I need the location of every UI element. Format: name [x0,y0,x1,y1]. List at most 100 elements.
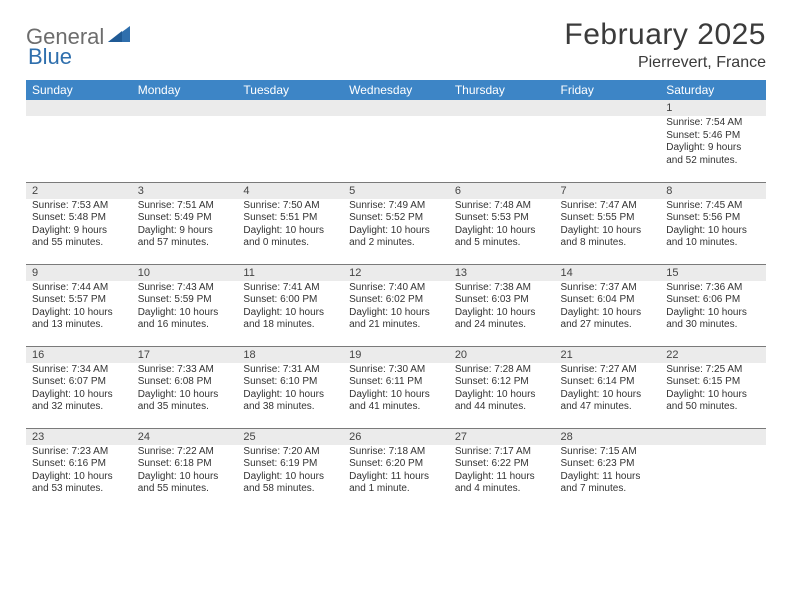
sunrise-line: Sunrise: 7:30 AM [349,364,443,377]
sunrise-line: Sunrise: 7:17 AM [455,446,549,459]
calendar-day-cell: 12Sunrise: 7:40 AMSunset: 6:02 PMDayligh… [343,264,449,346]
day-number [660,429,766,445]
daylight-line: Daylight: 10 hours and 13 minutes. [32,307,126,332]
day-number: 23 [26,429,132,445]
day-details: Sunrise: 7:17 AMSunset: 6:22 PMDaylight:… [449,445,555,498]
sunrise-line: Sunrise: 7:33 AM [138,364,232,377]
sunset-line: Sunset: 6:03 PM [455,294,549,307]
daylight-line: Daylight: 10 hours and 18 minutes. [243,307,337,332]
calendar-day-cell: 20Sunrise: 7:28 AMSunset: 6:12 PMDayligh… [449,346,555,428]
sunrise-line: Sunrise: 7:36 AM [666,282,760,295]
weekday-header: Thursday [449,80,555,100]
calendar-week-row: 1Sunrise: 7:54 AMSunset: 5:46 PMDaylight… [26,100,766,182]
sunset-line: Sunset: 6:12 PM [455,376,549,389]
day-number [555,100,661,116]
sunrise-line: Sunrise: 7:50 AM [243,200,337,213]
calendar-day-cell: 26Sunrise: 7:18 AMSunset: 6:20 PMDayligh… [343,428,449,510]
daylight-line: Daylight: 10 hours and 5 minutes. [455,225,549,250]
day-number: 3 [132,183,238,199]
day-details: Sunrise: 7:49 AMSunset: 5:52 PMDaylight:… [343,199,449,252]
calendar-day-cell: 6Sunrise: 7:48 AMSunset: 5:53 PMDaylight… [449,182,555,264]
day-number [26,100,132,116]
sunrise-line: Sunrise: 7:40 AM [349,282,443,295]
day-number: 1 [660,100,766,116]
sunset-line: Sunset: 5:48 PM [32,212,126,225]
sunset-line: Sunset: 5:53 PM [455,212,549,225]
sunrise-line: Sunrise: 7:54 AM [666,117,760,130]
day-number: 13 [449,265,555,281]
brand-word-blue: Blue [28,44,72,69]
daylight-line: Daylight: 10 hours and 41 minutes. [349,389,443,414]
calendar-day-cell: 3Sunrise: 7:51 AMSunset: 5:49 PMDaylight… [132,182,238,264]
calendar-day-cell [237,100,343,182]
daylight-line: Daylight: 10 hours and 44 minutes. [455,389,549,414]
day-details: Sunrise: 7:33 AMSunset: 6:08 PMDaylight:… [132,363,238,416]
sunset-line: Sunset: 6:07 PM [32,376,126,389]
day-number: 17 [132,347,238,363]
calendar-week-row: 2Sunrise: 7:53 AMSunset: 5:48 PM Daylight… [26,182,766,264]
location-label: Pierrevert, France [564,54,766,72]
sunrise-line: Sunrise: 7:49 AM [349,200,443,213]
daylight-line: Daylight: 9 hours and 57 minutes. [138,225,232,250]
sunset-line: Sunset: 6:08 PM [138,376,232,389]
calendar-week-row: 16Sunrise: 7:34 AMSunset: 6:07 PMDayligh… [26,346,766,428]
header-row: General February 2025 Pierrevert, France [26,18,766,72]
calendar-day-cell: 10Sunrise: 7:43 AMSunset: 5:59 PMDayligh… [132,264,238,346]
daylight-line: Daylight: 11 hours and 1 minute. [349,471,443,496]
day-details: Sunrise: 7:51 AMSunset: 5:49 PMDaylight:… [132,199,238,252]
sunrise-line: Sunrise: 7:27 AM [561,364,655,377]
sunrise-line: Sunrise: 7:53 AM [32,200,126,213]
calendar-day-cell: 16Sunrise: 7:34 AMSunset: 6:07 PMDayligh… [26,346,132,428]
day-number: 9 [26,265,132,281]
day-details: Sunrise: 7:50 AMSunset: 5:51 PMDaylight:… [237,199,343,252]
calendar-day-cell: 18Sunrise: 7:31 AMSunset: 6:10 PMDayligh… [237,346,343,428]
day-number: 21 [555,347,661,363]
calendar-day-cell [132,100,238,182]
sunset-line: Sunset: 6:23 PM [561,458,655,471]
day-number: 2 [26,183,132,199]
sunrise-line: Sunrise: 7:41 AM [243,282,337,295]
calendar-day-cell: 25Sunrise: 7:20 AMSunset: 6:19 PMDayligh… [237,428,343,510]
calendar-day-cell [343,100,449,182]
sunset-line: Sunset: 5:52 PM [349,212,443,225]
calendar-day-cell: 15Sunrise: 7:36 AMSunset: 6:06 PMDayligh… [660,264,766,346]
sunrise-line: Sunrise: 7:44 AM [32,282,126,295]
day-details: Sunrise: 7:54 AMSunset: 5:46 PMDaylight:… [660,116,766,169]
day-number: 18 [237,347,343,363]
sunrise-line: Sunrise: 7:18 AM [349,446,443,459]
day-number: 5 [343,183,449,199]
daylight-line: Daylight: 10 hours and 35 minutes. [138,389,232,414]
daylight-line: Daylight: 10 hours and 32 minutes. [32,389,126,414]
daylight-line: Daylight: 10 hours and 38 minutes. [243,389,337,414]
day-details: Sunrise: 7:47 AMSunset: 5:55 PMDaylight:… [555,199,661,252]
day-details: Sunrise: 7:18 AMSunset: 6:20 PMDaylight:… [343,445,449,498]
day-number: 7 [555,183,661,199]
day-number: 4 [237,183,343,199]
daylight-line: Daylight: 10 hours and 58 minutes. [243,471,337,496]
calendar-day-cell: 7Sunrise: 7:47 AMSunset: 5:55 PMDaylight… [555,182,661,264]
daylight-line: Daylight: 10 hours and 2 minutes. [349,225,443,250]
day-number: 25 [237,429,343,445]
day-details: Sunrise: 7:15 AMSunset: 6:23 PMDaylight:… [555,445,661,498]
day-details: Sunrise: 7:22 AMSunset: 6:18 PMDaylight:… [132,445,238,498]
day-number: 22 [660,347,766,363]
sunrise-line: Sunrise: 7:31 AM [243,364,337,377]
sunset-line: Sunset: 5:56 PM [666,212,760,225]
calendar-table: Sunday Monday Tuesday Wednesday Thursday… [26,80,766,510]
calendar-day-cell: 28Sunrise: 7:15 AMSunset: 6:23 PMDayligh… [555,428,661,510]
month-title: February 2025 [564,18,766,52]
calendar-day-cell: 23Sunrise: 7:23 AMSunset: 6:16 PMDayligh… [26,428,132,510]
day-number: 8 [660,183,766,199]
day-number [132,100,238,116]
day-number [343,100,449,116]
day-number: 19 [343,347,449,363]
sunrise-line: Sunrise: 7:34 AM [32,364,126,377]
weekday-header: Saturday [660,80,766,100]
calendar-page: General February 2025 Pierrevert, France… [0,0,792,528]
day-details: Sunrise: 7:44 AMSunset: 5:57 PMDaylight:… [26,281,132,334]
calendar-day-cell: 9Sunrise: 7:44 AMSunset: 5:57 PMDaylight… [26,264,132,346]
sunset-line: Sunset: 5:46 PM [666,130,760,143]
day-number [449,100,555,116]
daylight-line: Daylight: 10 hours and 47 minutes. [561,389,655,414]
daylight-line: Daylight: 10 hours and 21 minutes. [349,307,443,332]
